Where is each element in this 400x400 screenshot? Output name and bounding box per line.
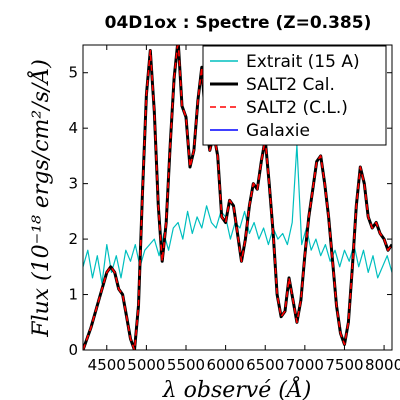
legend-label-1: SALT2 Cal. <box>246 75 335 95</box>
legend-label-0: Extrait (15 A) <box>246 52 360 72</box>
y-tick-label: 1 <box>68 286 78 304</box>
legend-items: Extrait (15 A) SALT2 Cal. SALT2 (C.L.) Gala… <box>210 52 360 141</box>
series-line-2 <box>83 45 392 350</box>
x-tick-label: 8000 <box>365 356 400 374</box>
x-tick-label: 6000 <box>207 356 245 374</box>
legend-label-3: Galaxie <box>246 121 310 141</box>
plot-frame <box>82 44 393 351</box>
y-tick-label: 0 <box>68 341 78 359</box>
y-tick-label: 4 <box>68 119 78 137</box>
x-tick-label: 4500 <box>88 356 126 374</box>
y-tick-label: 3 <box>68 175 78 193</box>
y-axis-ticks: 0 1 2 3 4 5 <box>68 64 392 359</box>
legend: Extrait (15 A) SALT2 Cal. SALT2 (C.L.) Gala… <box>202 45 387 146</box>
x-tick-label: 5000 <box>127 356 165 374</box>
chart-title: 04D1ox : Spectre (Z=0.385) <box>105 13 372 33</box>
series-layer <box>83 45 392 350</box>
legend-box <box>202 45 387 146</box>
series-line-0 <box>83 144 392 285</box>
x-axis-label: λ observé (Å) <box>162 375 312 400</box>
y-tick-label: 2 <box>68 230 78 248</box>
legend-label-2: SALT2 (C.L.) <box>246 98 348 118</box>
x-tick-label: 6500 <box>246 356 284 374</box>
y-axis-label: Flux (10⁻¹⁸ ergs/cm²/s/Å) <box>26 59 54 338</box>
x-tick-label: 5500 <box>167 356 205 374</box>
x-tick-label: 7500 <box>325 356 363 374</box>
y-tick-label: 5 <box>68 64 78 82</box>
x-axis-ticks: 4500 5000 5500 6000 6500 7000 7500 8000 <box>88 45 400 374</box>
x-tick-label: 7000 <box>286 356 324 374</box>
